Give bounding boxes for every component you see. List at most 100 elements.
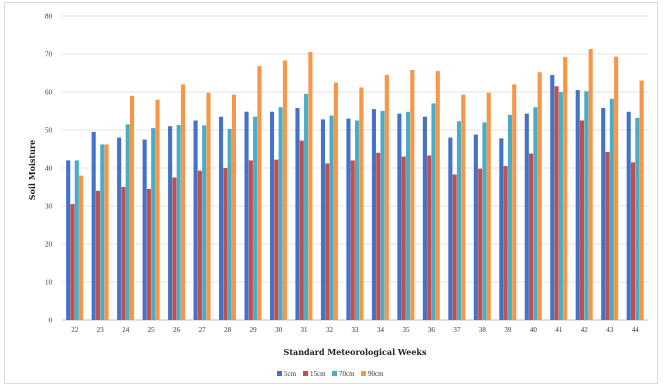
x-tick-label: 36 [428,326,436,334]
bar-90cm-22 [79,175,84,320]
y-tick-label: 30 [45,203,53,211]
bar-70cm-31 [304,93,309,321]
bar-15cm-34 [376,152,381,320]
bar-5cm-43 [601,107,606,321]
chart-frame [4,2,658,384]
bar-5cm-40 [524,113,529,320]
bar-5cm-41 [550,74,555,321]
y-tick-label: 0 [49,317,53,325]
bar-70cm-25 [151,128,156,320]
x-tick-label: 26 [173,326,181,334]
bar-70cm-29 [253,116,258,320]
bar-5cm-27 [193,120,198,320]
bar-15cm-31 [299,140,304,320]
legend-swatch-5cm [277,371,282,376]
bar-15cm-44 [630,162,636,320]
bar-15cm-41 [554,86,559,320]
bar-70cm-23 [100,144,105,320]
bar-90cm-43 [614,56,619,320]
bar-90cm-23 [104,144,109,320]
bar-5cm-24 [117,137,122,320]
bar-90cm-24 [129,95,135,320]
bar-70cm-32 [329,115,334,320]
bar-5cm-32 [320,119,326,320]
x-tick-label: 40 [530,326,538,334]
x-tick-label: 38 [479,326,487,334]
bar-15cm-32 [325,163,330,320]
x-tick-label: 27 [199,326,207,334]
bar-5cm-39 [499,138,504,320]
bar-5cm-36 [422,116,427,320]
bar-70cm-43 [609,98,614,320]
x-tick-label: 33 [352,326,360,334]
legend-swatch-15cm [303,371,308,376]
y-axis-ticks: 0 10 20 30 40 50 60 70 80 [45,13,53,325]
bar-90cm-38 [486,92,491,320]
x-tick-label: 35 [402,326,410,334]
bar-15cm-35 [401,156,406,320]
bar-90cm-39 [512,84,517,321]
legend-swatch-70cm [332,371,337,376]
bar-15cm-29 [248,160,253,320]
bar-15cm-22 [70,204,75,320]
bar-90cm-35 [410,69,415,321]
bar-70cm-24 [125,124,130,320]
legend-label-90cm: 90cm [368,370,384,378]
bar-90cm-32 [333,82,338,320]
x-axis-title: Standard Meteorological Weeks [284,347,427,357]
bar-15cm-25 [146,188,151,320]
y-tick-label: 20 [45,241,53,249]
bar-5cm-34 [371,109,376,320]
y-tick-label: 10 [45,279,53,287]
bar-90cm-33 [359,87,364,320]
bars [66,49,644,321]
bar-90cm-42 [588,49,593,321]
bar-90cm-41 [563,57,568,320]
x-tick-label: 30 [275,326,283,334]
bar-90cm-37 [461,94,466,320]
bar-15cm-43 [605,152,610,320]
bar-90cm-25 [155,99,160,320]
x-tick-label: 44 [632,326,640,334]
bar-5cm-23 [91,131,96,320]
bar-15cm-36 [427,155,432,320]
bar-15cm-26 [172,177,177,320]
bar-5cm-44 [626,111,631,320]
bar-90cm-36 [435,71,440,320]
bar-15cm-24 [121,187,126,320]
bar-5cm-42 [575,90,580,320]
bar-70cm-34 [380,111,385,320]
x-tick-label: 34 [377,326,385,334]
bar-5cm-35 [397,113,402,320]
bar-70cm-37 [456,121,462,320]
bar-70cm-28 [227,128,232,320]
bar-90cm-29 [257,66,262,320]
x-tick-label: 32 [326,326,334,334]
x-tick-label: 43 [606,326,614,334]
x-tick-label: 28 [224,326,232,334]
bar-90cm-26 [180,84,186,321]
bar-5cm-26 [168,126,173,320]
bar-70cm-42 [584,91,589,321]
bar-15cm-30 [274,159,279,320]
bar-15cm-28 [223,168,228,320]
bar-70cm-30 [278,107,283,320]
x-tick-label: 41 [555,326,563,334]
bar-70cm-35 [405,111,411,320]
x-tick-label: 22 [71,326,79,334]
bar-70cm-39 [507,114,512,320]
x-tick-label: 24 [122,326,130,334]
y-tick-label: 50 [45,127,53,135]
x-tick-label: 23 [97,326,105,334]
bar-5cm-28 [219,116,224,320]
bar-15cm-38 [478,168,483,320]
bar-90cm-30 [282,60,287,321]
bar-15cm-40 [529,153,534,320]
x-tick-label: 42 [581,326,589,334]
legend: 5cm 15cm 70cm 90cm [277,370,384,378]
bar-70cm-27 [202,125,207,320]
y-tick-label: 40 [45,165,53,173]
bar-15cm-37 [452,174,457,320]
x-tick-label: 25 [148,326,156,334]
